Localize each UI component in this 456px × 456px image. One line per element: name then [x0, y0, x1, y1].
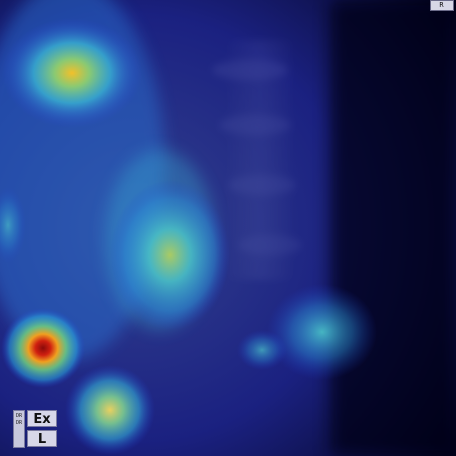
exposure-marker-ex-text: Ex — [33, 412, 51, 427]
exposure-marker-ex: Ex — [27, 410, 57, 427]
orientation-marker-top-right-text: R — [439, 1, 445, 9]
hotspot-top — [2, 18, 142, 128]
hotspot-mid — [237, 330, 287, 370]
exposure-marker: DR DR Ex L — [13, 410, 59, 448]
hotspot-left-edge — [0, 187, 26, 263]
dark-right-region — [330, 0, 456, 456]
exposure-marker-l: L — [27, 430, 57, 447]
exposure-marker-l-text: L — [37, 432, 47, 447]
spine-texture — [212, 40, 302, 280]
exposure-marker-side: DR DR — [13, 410, 25, 448]
exposure-marker-side-text: DR DR — [15, 413, 23, 426]
hotspot-right — [267, 284, 377, 380]
hotspot-bottom — [65, 365, 155, 455]
orientation-marker-top-right: R — [430, 0, 454, 11]
hotspot-center — [110, 180, 230, 330]
hotspot-peak-red — [1, 308, 85, 388]
